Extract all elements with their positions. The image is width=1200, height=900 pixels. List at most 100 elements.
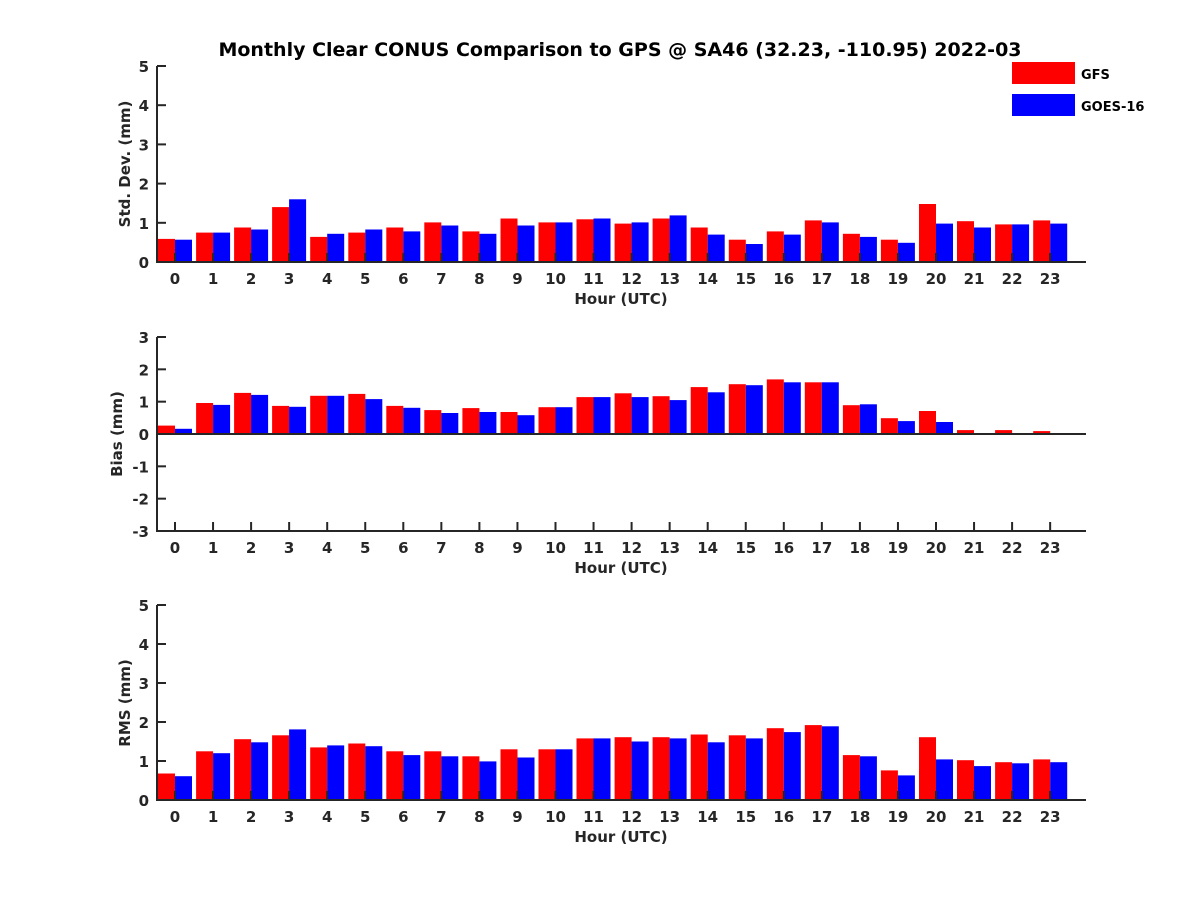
- bias-xtick-label: 23: [1040, 539, 1061, 557]
- std-bar-gfs-3: [272, 207, 290, 262]
- bias-bar-goes16-8: [479, 412, 497, 434]
- rms-bar-gfs-9: [500, 749, 518, 800]
- rms-xtick-label: 12: [621, 808, 642, 826]
- std-bar-goes16-9: [517, 225, 535, 262]
- bias-bar-goes16-4: [327, 395, 345, 434]
- std-xtick-label: 21: [964, 270, 985, 288]
- std-xtick-label: 23: [1040, 270, 1061, 288]
- rms-bar-goes16-18: [859, 756, 877, 800]
- std-xtick-label: 16: [773, 270, 794, 288]
- bias-xtick-label: 6: [398, 539, 408, 557]
- rms-bar-gfs-0: [158, 773, 175, 800]
- bias-xtick-label: 13: [659, 539, 680, 557]
- bias-bar-gfs-23: [1033, 431, 1051, 434]
- legend-label-gfs: GFS: [1081, 68, 1110, 83]
- rms-bar-gfs-3: [272, 735, 290, 800]
- std-xtick-label: 8: [474, 270, 484, 288]
- std-bar-goes16-8: [479, 233, 497, 262]
- rms-bar-gfs-21: [957, 760, 974, 800]
- rms-xtick-label: 19: [888, 808, 909, 826]
- std-bar-gfs-18: [842, 233, 860, 262]
- std-dev-xlabel: Hour (UTC): [574, 290, 667, 308]
- bias-bar-gfs-14: [690, 387, 708, 434]
- bias-bar-gfs-9: [500, 412, 518, 434]
- std-bar-goes16-11: [593, 218, 611, 262]
- rms-bar-goes16-23: [1050, 762, 1068, 800]
- bias-xtick-label: 0: [170, 539, 180, 557]
- bias-bar-goes16-15: [745, 385, 763, 434]
- std-ytick-label: 3: [139, 136, 149, 154]
- bias-ytick-label: -2: [132, 491, 149, 509]
- std-bar-goes16-10: [555, 222, 573, 262]
- legend: GFS GOES-16: [1012, 62, 1144, 116]
- rms-bar-gfs-16: [766, 728, 784, 800]
- std-bar-goes16-14: [707, 234, 725, 262]
- bias-bar-gfs-15: [728, 384, 746, 434]
- rms-xtick-label: 5: [360, 808, 370, 826]
- std-bar-gfs-17: [804, 220, 822, 262]
- std-bar-goes16-13: [669, 215, 687, 262]
- bias-xtick-label: 17: [811, 539, 832, 557]
- rms-bar-gfs-13: [652, 737, 670, 800]
- std-bar-gfs-20: [919, 204, 936, 262]
- rms-ytick-label: 2: [139, 714, 149, 732]
- std-bar-gfs-14: [690, 227, 708, 262]
- std-bar-gfs-4: [310, 236, 328, 262]
- std-ytick-label: 5: [139, 58, 149, 76]
- rms-ytick-label: 1: [139, 753, 149, 771]
- std-bar-gfs-21: [957, 221, 974, 262]
- bias-xtick-label: 19: [888, 539, 909, 557]
- bias-bar-gfs-18: [842, 405, 860, 434]
- rms-xtick-label: 7: [436, 808, 446, 826]
- std-xtick-label: 18: [849, 270, 870, 288]
- rms-bar-gfs-12: [614, 737, 632, 800]
- std-xtick-label: 7: [436, 270, 446, 288]
- bias-bar-goes16-14: [707, 392, 725, 434]
- std-xtick-label: 5: [360, 270, 370, 288]
- std-bar-goes16-17: [821, 222, 839, 262]
- rms-xtick-label: 8: [474, 808, 484, 826]
- rms-xtick-label: 16: [773, 808, 794, 826]
- rms-bar-gfs-2: [234, 739, 252, 800]
- std-bar-gfs-8: [462, 231, 480, 262]
- rms-bar-goes16-15: [745, 738, 763, 800]
- std-bar-goes16-19: [897, 242, 915, 262]
- bias-bar-goes16-3: [289, 406, 307, 434]
- rms-xtick-label: 6: [398, 808, 408, 826]
- rms-xtick-label: 13: [659, 808, 680, 826]
- bias-xtick-label: 10: [545, 539, 566, 557]
- std-bar-goes16-2: [251, 229, 269, 262]
- rms-bar-goes16-19: [897, 775, 915, 800]
- bias-bar-gfs-4: [310, 395, 328, 434]
- rms-ytick-label: 0: [139, 792, 149, 810]
- std-bar-goes16-7: [441, 225, 459, 262]
- std-bar-gfs-23: [1033, 220, 1051, 262]
- std-bar-gfs-16: [766, 231, 784, 262]
- bias-xtick-label: 21: [964, 539, 985, 557]
- rms-xtick-label: 15: [735, 808, 756, 826]
- rms-xtick-label: 9: [512, 808, 522, 826]
- std-dev-ylabel: Std. Dev. (mm): [116, 101, 134, 228]
- bias-bar-gfs-3: [272, 405, 290, 434]
- rms-bar-goes16-6: [403, 755, 421, 800]
- bias-bar-goes16-0: [175, 428, 192, 434]
- rms-xtick-label: 10: [545, 808, 566, 826]
- std-ytick-label: 2: [139, 176, 149, 194]
- legend-swatch-goes16: [1012, 94, 1075, 116]
- std-xtick-label: 11: [583, 270, 604, 288]
- std-xtick-label: 13: [659, 270, 680, 288]
- rms-bar-gfs-20: [919, 737, 936, 800]
- std-bar-gfs-7: [424, 222, 442, 262]
- std-bar-gfs-2: [234, 227, 252, 262]
- rms-bar-gfs-6: [386, 751, 404, 801]
- std-xtick-label: 4: [322, 270, 332, 288]
- rms-xtick-label: 11: [583, 808, 604, 826]
- rms-bar-gfs-10: [538, 749, 556, 800]
- rms-bar-gfs-15: [728, 735, 746, 800]
- rms-xlabel: Hour (UTC): [574, 828, 667, 846]
- bias-xtick-label: 11: [583, 539, 604, 557]
- bias-xtick-label: 5: [360, 539, 370, 557]
- std-bar-gfs-15: [728, 239, 746, 262]
